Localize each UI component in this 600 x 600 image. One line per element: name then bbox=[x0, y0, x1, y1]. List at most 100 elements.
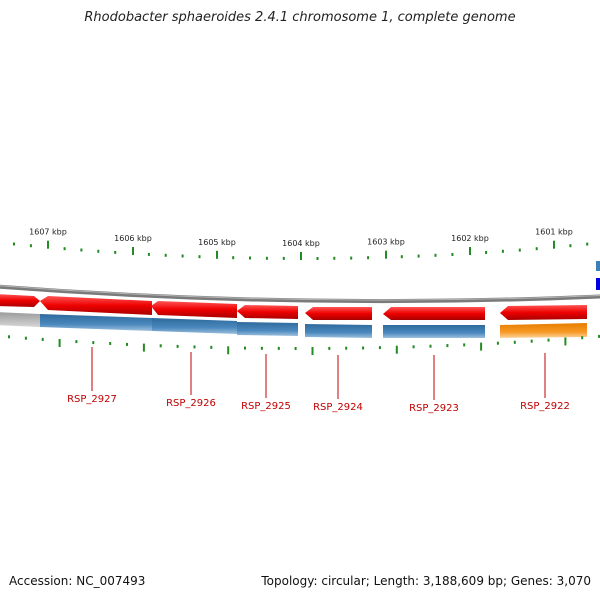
ruler-minor-tick bbox=[530, 339, 533, 343]
ruler-major-tick bbox=[58, 339, 61, 347]
gene-label-rsp2926[interactable]: RSP_2926 bbox=[166, 398, 216, 409]
ruler-major-tick bbox=[311, 347, 314, 355]
product-bar-rsp2922[interactable] bbox=[500, 323, 587, 338]
ruler-minor-tick bbox=[109, 342, 112, 345]
ruler-minor-tick bbox=[24, 336, 27, 340]
ruler-kbp-label: 1607 kbp bbox=[29, 228, 67, 237]
ruler-minor-tick bbox=[463, 343, 466, 347]
ruler-major-tick bbox=[142, 343, 145, 352]
ruler-minor-tick bbox=[249, 256, 251, 260]
ruler-minor-tick bbox=[80, 248, 83, 252]
gene-arrow-rsp2926[interactable] bbox=[151, 301, 237, 318]
ruler-kbp-label: 1604 kbp bbox=[282, 239, 320, 248]
ruler-minor-tick bbox=[97, 249, 100, 253]
ruler-minor-tick bbox=[282, 256, 285, 260]
ruler-minor-tick bbox=[13, 242, 15, 246]
ruler-minor-tick bbox=[126, 342, 128, 346]
gene-labels: RSP_2927 RSP_2926 RSP_2925 RSP_2924 RSP_2923… bbox=[67, 347, 570, 414]
ruler-minor-tick bbox=[232, 256, 235, 260]
gene-arrow-rsp2925[interactable] bbox=[237, 305, 298, 319]
ruler-minor-tick bbox=[75, 340, 78, 344]
gene-arrow-partial-left[interactable] bbox=[0, 294, 40, 307]
ruler-kbp-label: 1601 kbp bbox=[535, 228, 573, 237]
ruler-minor-tick bbox=[328, 346, 331, 350]
ruler-minor-tick bbox=[316, 257, 319, 260]
ruler-minor-tick bbox=[294, 347, 297, 350]
ruler-minor-tick bbox=[159, 344, 162, 348]
chromosome-backbone-highlight bbox=[0, 285, 600, 301]
product-bar-rsp2926[interactable] bbox=[152, 318, 237, 334]
gene-label-rsp2925[interactable]: RSP_2925 bbox=[241, 401, 291, 412]
ruler-minor-tick bbox=[260, 346, 263, 350]
ruler-minor-tick bbox=[429, 344, 432, 348]
edge-feature-blue-dark[interactable] bbox=[596, 278, 600, 290]
ruler-minor-tick bbox=[598, 334, 600, 338]
ruler-minor-tick bbox=[569, 244, 572, 248]
ruler-kbp-label: 1602 kbp bbox=[451, 234, 489, 243]
gene-label-rsp2923[interactable]: RSP_2923 bbox=[409, 403, 459, 414]
ruler-minor-tick bbox=[535, 247, 538, 251]
ruler-minor-tick bbox=[446, 344, 449, 348]
gene-arrow-rsp2923[interactable] bbox=[383, 307, 485, 320]
product-bar-rsp2925[interactable] bbox=[237, 322, 298, 336]
ruler-major-tick bbox=[227, 346, 230, 355]
accession-text: Accession: NC_007493 bbox=[9, 574, 146, 588]
ruler-major-tick bbox=[385, 250, 387, 259]
ruler-minor-tick bbox=[181, 254, 184, 258]
ruler-minor-tick bbox=[417, 254, 420, 258]
ruler-minor-tick bbox=[412, 345, 415, 349]
gene-label-rsp2924[interactable]: RSP_2924 bbox=[313, 402, 363, 413]
ruler-minor-tick bbox=[378, 346, 381, 350]
ruler-major-tick bbox=[553, 240, 555, 249]
ruler-upper: 1607 kbp 1606 kbp 1605 kbp 1604 kbp 1603 kbp… bbox=[13, 228, 589, 260]
ruler-minor-tick bbox=[92, 341, 95, 345]
product-bar-rsp2924[interactable] bbox=[305, 324, 372, 338]
edge-feature-blue-light[interactable] bbox=[596, 261, 600, 271]
ruler-major-tick bbox=[47, 240, 49, 249]
gene-label-rsp2927[interactable]: RSP_2927 bbox=[67, 394, 117, 405]
ruler-minor-tick bbox=[29, 244, 32, 248]
ruler-minor-tick bbox=[265, 256, 268, 260]
ruler-minor-tick bbox=[518, 248, 521, 252]
ruler-minor-tick bbox=[193, 345, 196, 349]
ruler-lower bbox=[8, 334, 600, 355]
ruler-minor-tick bbox=[400, 255, 403, 259]
ruler-major-tick bbox=[480, 342, 483, 351]
ruler-minor-tick bbox=[176, 344, 179, 348]
ruler-major-tick bbox=[395, 345, 398, 354]
ruler-minor-tick bbox=[434, 253, 437, 257]
ruler-minor-tick bbox=[41, 337, 44, 341]
ruler-major-tick bbox=[564, 337, 567, 346]
ruler-minor-tick bbox=[8, 335, 10, 339]
ruler-minor-tick bbox=[345, 346, 348, 350]
product-bar-partial-left[interactable] bbox=[0, 312, 40, 327]
ruler-minor-tick bbox=[581, 336, 584, 340]
ruler-major-tick bbox=[132, 247, 134, 255]
product-bar-rsp2927[interactable] bbox=[40, 314, 152, 331]
gene-arrow-rsp2927[interactable] bbox=[40, 296, 152, 315]
ruler-minor-tick bbox=[485, 251, 488, 254]
ruler-minor-tick bbox=[277, 346, 280, 350]
ruler-minor-tick bbox=[147, 252, 150, 256]
gene-arrow-rsp2924[interactable] bbox=[305, 307, 372, 320]
ruler-minor-tick bbox=[501, 249, 504, 253]
ruler-minor-tick bbox=[367, 256, 370, 260]
ruler-minor-tick bbox=[586, 242, 589, 246]
product-bars bbox=[0, 312, 587, 338]
ruler-minor-tick bbox=[164, 253, 167, 257]
ruler-major-tick bbox=[469, 247, 471, 255]
ruler-minor-tick bbox=[362, 346, 365, 350]
ruler-minor-tick bbox=[513, 340, 516, 344]
ruler-kbp-label: 1603 kbp bbox=[367, 238, 405, 247]
ruler-minor-tick bbox=[350, 256, 353, 260]
ruler-minor-tick bbox=[114, 250, 117, 254]
product-bar-rsp2923[interactable] bbox=[383, 325, 485, 338]
map-title: Rhodobacter sphaeroides 2.4.1 chromosome… bbox=[84, 10, 516, 25]
ruler-minor-tick bbox=[63, 247, 66, 251]
gene-arrow-rsp2922[interactable] bbox=[500, 305, 587, 320]
genome-summary-text: Topology: circular; Length: 3,188,609 bp… bbox=[261, 574, 591, 588]
ruler-minor-tick bbox=[496, 341, 499, 345]
ruler-minor-tick bbox=[210, 345, 213, 349]
gene-label-rsp2922[interactable]: RSP_2922 bbox=[520, 401, 570, 412]
